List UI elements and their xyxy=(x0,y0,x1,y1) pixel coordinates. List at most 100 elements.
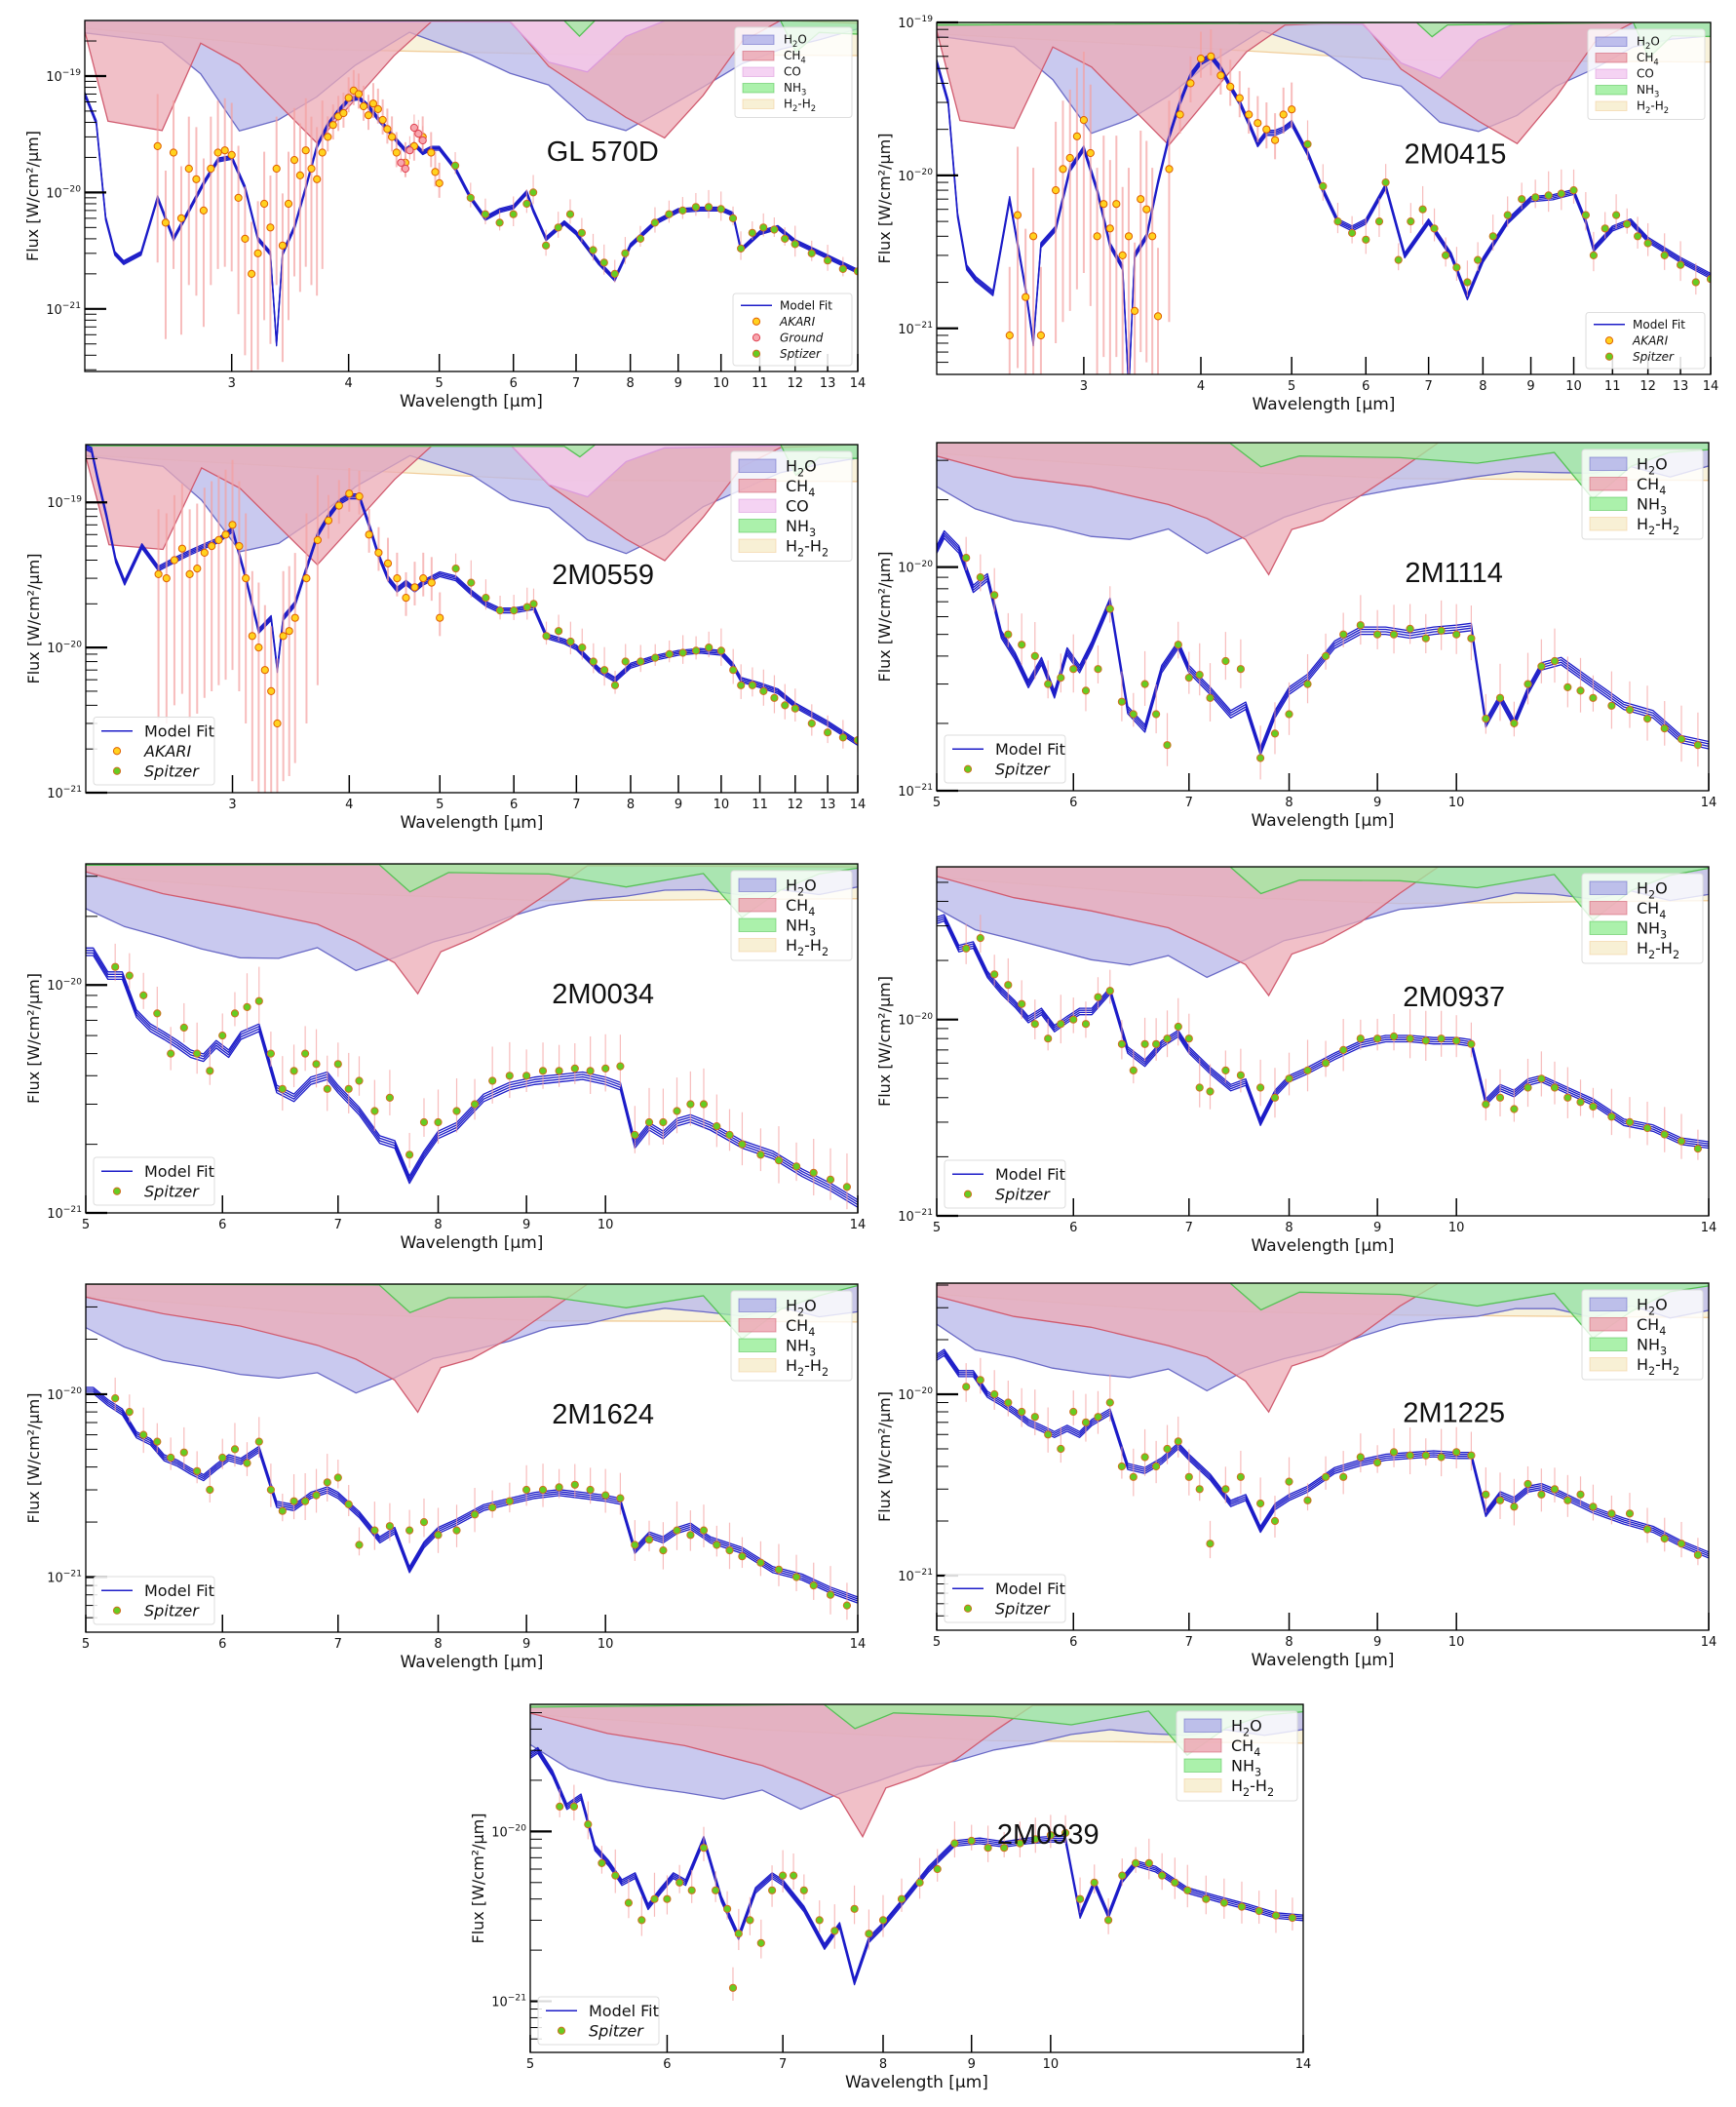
opacity-band-nh3 xyxy=(937,443,1709,500)
legend-marker-ground xyxy=(752,333,761,342)
data-point-spitzer xyxy=(990,1389,999,1399)
model-fit-line xyxy=(937,1350,1709,1555)
data-point-spitzer xyxy=(725,1130,734,1140)
data-point-spitzer xyxy=(570,1064,579,1073)
legend-swatch-nh3 xyxy=(738,1338,777,1352)
data-point-akari xyxy=(273,719,282,728)
x-tick-label: 6 xyxy=(510,376,518,391)
data-point-spitzer xyxy=(1195,1083,1204,1092)
data-point-akari xyxy=(334,501,343,510)
x-tick-label: 14 xyxy=(850,798,867,812)
legend-label-akari: AKARI xyxy=(1632,333,1669,347)
data-point-akari xyxy=(1235,94,1244,102)
data-point-sptizer xyxy=(838,264,847,273)
series-spitzer xyxy=(451,553,858,753)
legend-swatch-h2o xyxy=(738,458,777,473)
data-point-spitzer xyxy=(1202,1894,1211,1903)
data-point-akari xyxy=(1086,148,1095,158)
x-tick-label: 7 xyxy=(334,1637,342,1652)
legend-swatch-h2o xyxy=(1589,1297,1628,1311)
data-point-spitzer xyxy=(1163,1034,1172,1043)
data-point-sptizer xyxy=(577,228,587,237)
panel-title: 2M0415 xyxy=(1405,138,1507,170)
legend-label-nh3: NH3 xyxy=(786,1337,816,1359)
data-point-spitzer xyxy=(842,1601,852,1610)
data-point-spitzer xyxy=(756,1151,765,1159)
data-point-akari xyxy=(1262,125,1271,134)
data-point-spitzer xyxy=(1510,1105,1519,1113)
legend-label-h2-h2: H2-H2 xyxy=(1637,99,1669,116)
panel-title: 2M1624 xyxy=(552,1399,654,1430)
data-point-spitzer xyxy=(1467,634,1476,643)
data-point-spitzer xyxy=(355,1076,364,1085)
data-point-akari xyxy=(176,214,186,222)
x-tick-label: 7 xyxy=(1185,1221,1193,1235)
data-point-spitzer xyxy=(1537,662,1546,671)
data-point-spitzer xyxy=(355,1541,364,1549)
x-tick-label: 13 xyxy=(1673,379,1689,394)
data-point-sptizer xyxy=(665,210,674,218)
data-point-spitzer xyxy=(1406,1451,1414,1460)
data-point-spitzer xyxy=(774,1565,784,1574)
legend-label-ch4: CH4 xyxy=(1637,51,1659,67)
data-point-spitzer xyxy=(1601,224,1609,233)
series-akari xyxy=(1005,29,1296,374)
data-point-spitzer xyxy=(673,1107,681,1115)
x-tick-label: 6 xyxy=(510,798,518,812)
data-point-spitzer xyxy=(1030,1413,1039,1422)
data-point-spitzer xyxy=(1322,651,1331,661)
data-point-spitzer xyxy=(1129,1472,1138,1481)
data-point-akari xyxy=(185,569,194,579)
legend-label-ch4: CH4 xyxy=(1637,1315,1666,1338)
legend-swatch-ch4 xyxy=(738,898,777,913)
plot-frame xyxy=(85,863,859,1214)
data-point-sptizer xyxy=(807,249,816,257)
data-point-akari xyxy=(253,249,262,257)
data-point-spitzer xyxy=(616,1062,625,1071)
data-point-spitzer xyxy=(799,1886,808,1894)
legend-label-akari: AKARI xyxy=(779,315,816,329)
y-tick-label: 10−21 xyxy=(898,1568,933,1584)
data-point-sptizer xyxy=(599,258,608,267)
legend-label-h2o: H2O xyxy=(784,33,807,50)
data-point-ground xyxy=(405,146,414,155)
data-point-spitzer xyxy=(756,1558,765,1567)
legend-label-model-fit: Model Fit xyxy=(589,2002,659,2020)
legend-label-spitzer: Spitzer xyxy=(144,1182,200,1200)
data-point-spitzer xyxy=(1643,239,1652,248)
legend-swatch-ch4 xyxy=(1589,477,1628,491)
model-fit-line xyxy=(937,57,1711,374)
data-point-spitzer xyxy=(1270,1516,1280,1526)
data-point-spitzer xyxy=(1474,255,1483,264)
data-point-spitzer xyxy=(1576,1490,1585,1499)
data-point-akari xyxy=(1124,232,1134,241)
x-axis-label: Wavelength [μm] xyxy=(1252,1651,1395,1670)
series-spitzer xyxy=(111,1377,852,1620)
data-point-spitzer xyxy=(1452,1448,1461,1457)
data-point-spitzer xyxy=(1236,665,1246,674)
data-point-sptizer xyxy=(737,244,746,253)
x-tick-label: 6 xyxy=(218,1637,226,1652)
data-point-akari xyxy=(364,111,373,120)
legend-label-nh3: NH3 xyxy=(784,81,806,98)
data-point-spitzer xyxy=(830,1927,839,1935)
legend-label-nh3: NH3 xyxy=(786,917,816,939)
data-point-spitzer xyxy=(809,1581,818,1590)
data-point-spitzer xyxy=(419,1518,429,1527)
data-point-spitzer xyxy=(1544,191,1553,200)
legend-label-nh3: NH3 xyxy=(1637,495,1667,518)
data-point-spitzer xyxy=(1105,605,1114,613)
x-tick-label: 14 xyxy=(1701,1635,1717,1650)
data-point-spitzer xyxy=(1195,1485,1204,1494)
model-fit-line xyxy=(937,529,1709,749)
series-akari xyxy=(153,69,444,371)
data-point-spitzer xyxy=(1057,674,1065,683)
legend-label-ground: Ground xyxy=(780,331,824,344)
data-point-spitzer xyxy=(600,666,609,675)
legend-box xyxy=(732,293,853,367)
data-point-spitzer xyxy=(1174,1437,1182,1446)
data-point-sptizer xyxy=(495,218,504,227)
data-point-spitzer xyxy=(538,1485,548,1495)
legend-label-h2o: H2O xyxy=(1231,1717,1262,1739)
